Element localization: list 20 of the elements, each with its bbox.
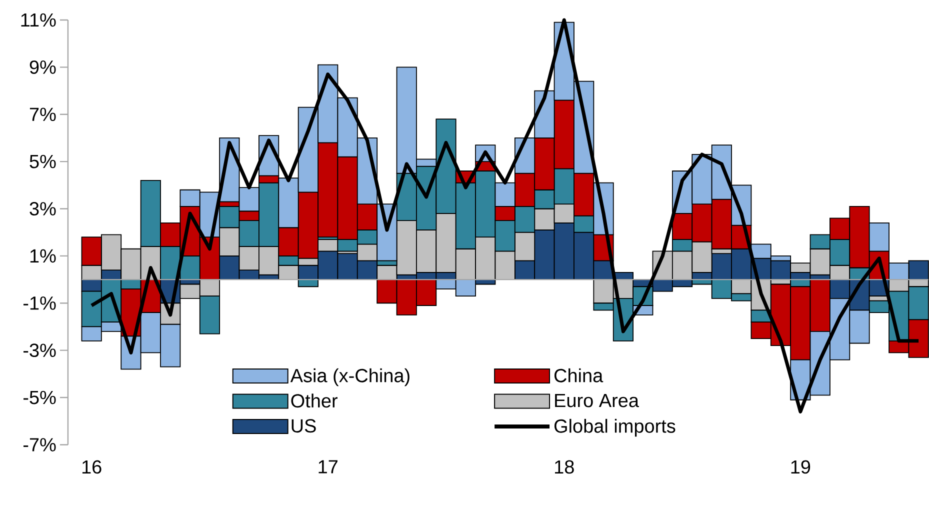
legend-label: Global imports bbox=[554, 419, 676, 437]
y-tick-label: -3% bbox=[24, 344, 56, 358]
y-tick-label: 7% bbox=[30, 108, 56, 122]
y-tick-label: -7% bbox=[24, 438, 56, 452]
legend-label: Asia (x-China) bbox=[290, 368, 410, 386]
legend-label: China bbox=[554, 368, 604, 382]
y-tick-label: -1% bbox=[24, 296, 56, 310]
legend-label: Other bbox=[291, 394, 338, 408]
legend-label: Euro Area bbox=[555, 394, 639, 408]
x-tick-label: 19 bbox=[791, 460, 810, 474]
y-tick-label: 5% bbox=[30, 155, 56, 168]
x-tick-label: 16 bbox=[82, 460, 102, 474]
y-tick-label: 1% bbox=[30, 249, 56, 263]
y-tick-label: -5% bbox=[24, 391, 56, 404]
legend-label: US bbox=[292, 419, 316, 433]
x-tick-label: 17 bbox=[318, 460, 338, 474]
y-tick-label: 9% bbox=[30, 60, 56, 74]
y-tick-label: 3% bbox=[30, 202, 56, 216]
y-tick-label: 11% bbox=[21, 14, 56, 27]
x-tick-label: 18 bbox=[555, 460, 574, 474]
